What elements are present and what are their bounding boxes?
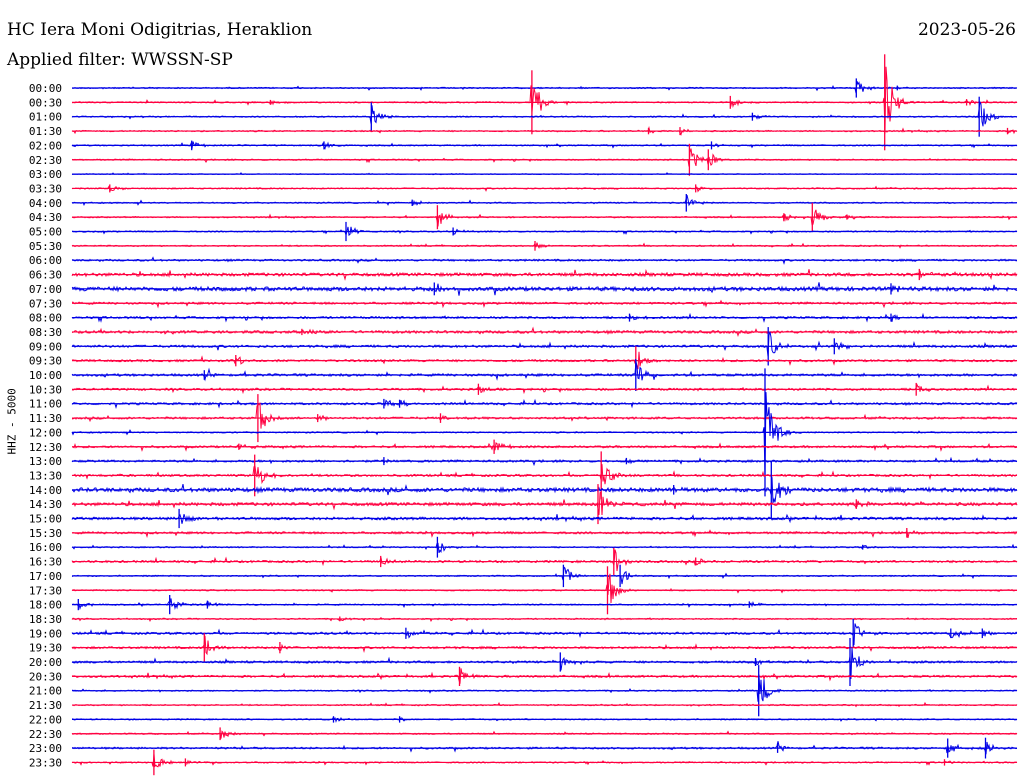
trace-group [71,54,1018,776]
row-time-label: 11:30 [29,412,62,425]
row-time-label: 13:30 [29,469,62,482]
row-time-label: 03:30 [29,182,62,195]
row-time-label: 04:00 [29,197,62,210]
trace-line-0530 [71,242,1018,249]
row-time-label: 10:00 [29,369,62,382]
row-time-label: 07:30 [29,297,62,310]
row-time-label: 08:30 [29,326,62,339]
row-time-label: 20:30 [29,670,62,683]
trace-line-0430 [71,209,1018,227]
row-time-label: 19:00 [29,627,62,640]
date-label: 2023-05-26 [917,20,1016,40]
trace-line-0400 [71,194,1018,207]
row-time-label: 05:30 [29,240,62,253]
row-time-label: 22:30 [29,728,62,741]
trace-line-1330 [71,464,1018,485]
trace-line-1600 [71,542,1018,553]
trace-line-2230 [71,730,1018,739]
row-time-label: 09:00 [29,340,62,353]
row-time-label: 16:00 [29,541,62,554]
row-time-label: 07:00 [29,283,62,296]
row-time-label: 21:00 [29,685,62,698]
row-time-label: 18:30 [29,613,62,626]
trace-line-1000 [71,361,1018,382]
row-time-label: 20:00 [29,656,62,669]
row-time-label: 02:00 [29,139,62,152]
row-time-label: 06:00 [29,254,62,267]
trace-line-0900 [71,331,1018,357]
trace-line-1930 [71,635,1018,656]
row-time-label: 15:00 [29,513,62,526]
row-time-label: 02:30 [29,154,62,167]
trace-line-2100 [72,674,1018,702]
row-time-label: 17:00 [29,570,62,583]
trace-line-0230 [71,148,1018,167]
trace-line-1630 [71,549,1018,572]
row-time-label: 01:00 [29,111,62,124]
trace-line-1530 [71,529,1018,539]
row-time-label: 01:30 [29,125,62,138]
trace-line-1200 [71,392,1018,480]
trace-line-2000 [71,647,1018,679]
trace-line-0100 [71,101,1018,127]
row-time-label: 23:00 [29,742,62,755]
row-time-label: 15:30 [29,527,62,540]
station-title: HC Iera Moni Odigitrias, Heraklion [7,20,313,40]
row-time-label: 23:30 [29,756,62,769]
trace-line-0000 [72,81,1018,94]
row-time-label: 11:00 [29,398,62,411]
trace-line-1900 [71,623,1018,646]
row-time-label: 14:00 [29,484,62,497]
trace-line-1800 [71,598,1018,611]
row-time-label: 12:30 [29,441,62,454]
row-time-label: 14:30 [29,498,62,511]
row-time-label: 12:00 [29,426,62,439]
row-time-label: 00:00 [29,82,62,95]
row-time-label: 17:30 [29,584,62,597]
row-time-label: 00:30 [29,96,62,109]
trace-line-2330 [71,753,1018,768]
row-time-label: 18:00 [29,599,62,612]
row-time-label: 13:00 [29,455,62,468]
trace-line-1730 [71,573,1018,604]
row-time-label: 22:00 [29,713,62,726]
filter-label: Applied filter: WWSSN-SP [7,50,233,70]
row-time-label: 04:30 [29,211,62,224]
row-time-label: 19:30 [29,642,62,655]
row-time-label: 05:00 [29,226,62,239]
row-time-label: 06:30 [29,269,62,282]
trace-line-1130 [71,402,1018,429]
row-time-label: 16:30 [29,556,62,569]
row-time-label: 08:00 [29,312,62,325]
row-time-label: 21:30 [29,699,62,712]
trace-line-1030 [71,383,1017,395]
trace-line-0030 [71,66,1018,134]
row-time-label: 03:00 [29,168,62,181]
row-time-label: 10:30 [29,383,62,396]
row-time-label: 09:30 [29,355,62,368]
